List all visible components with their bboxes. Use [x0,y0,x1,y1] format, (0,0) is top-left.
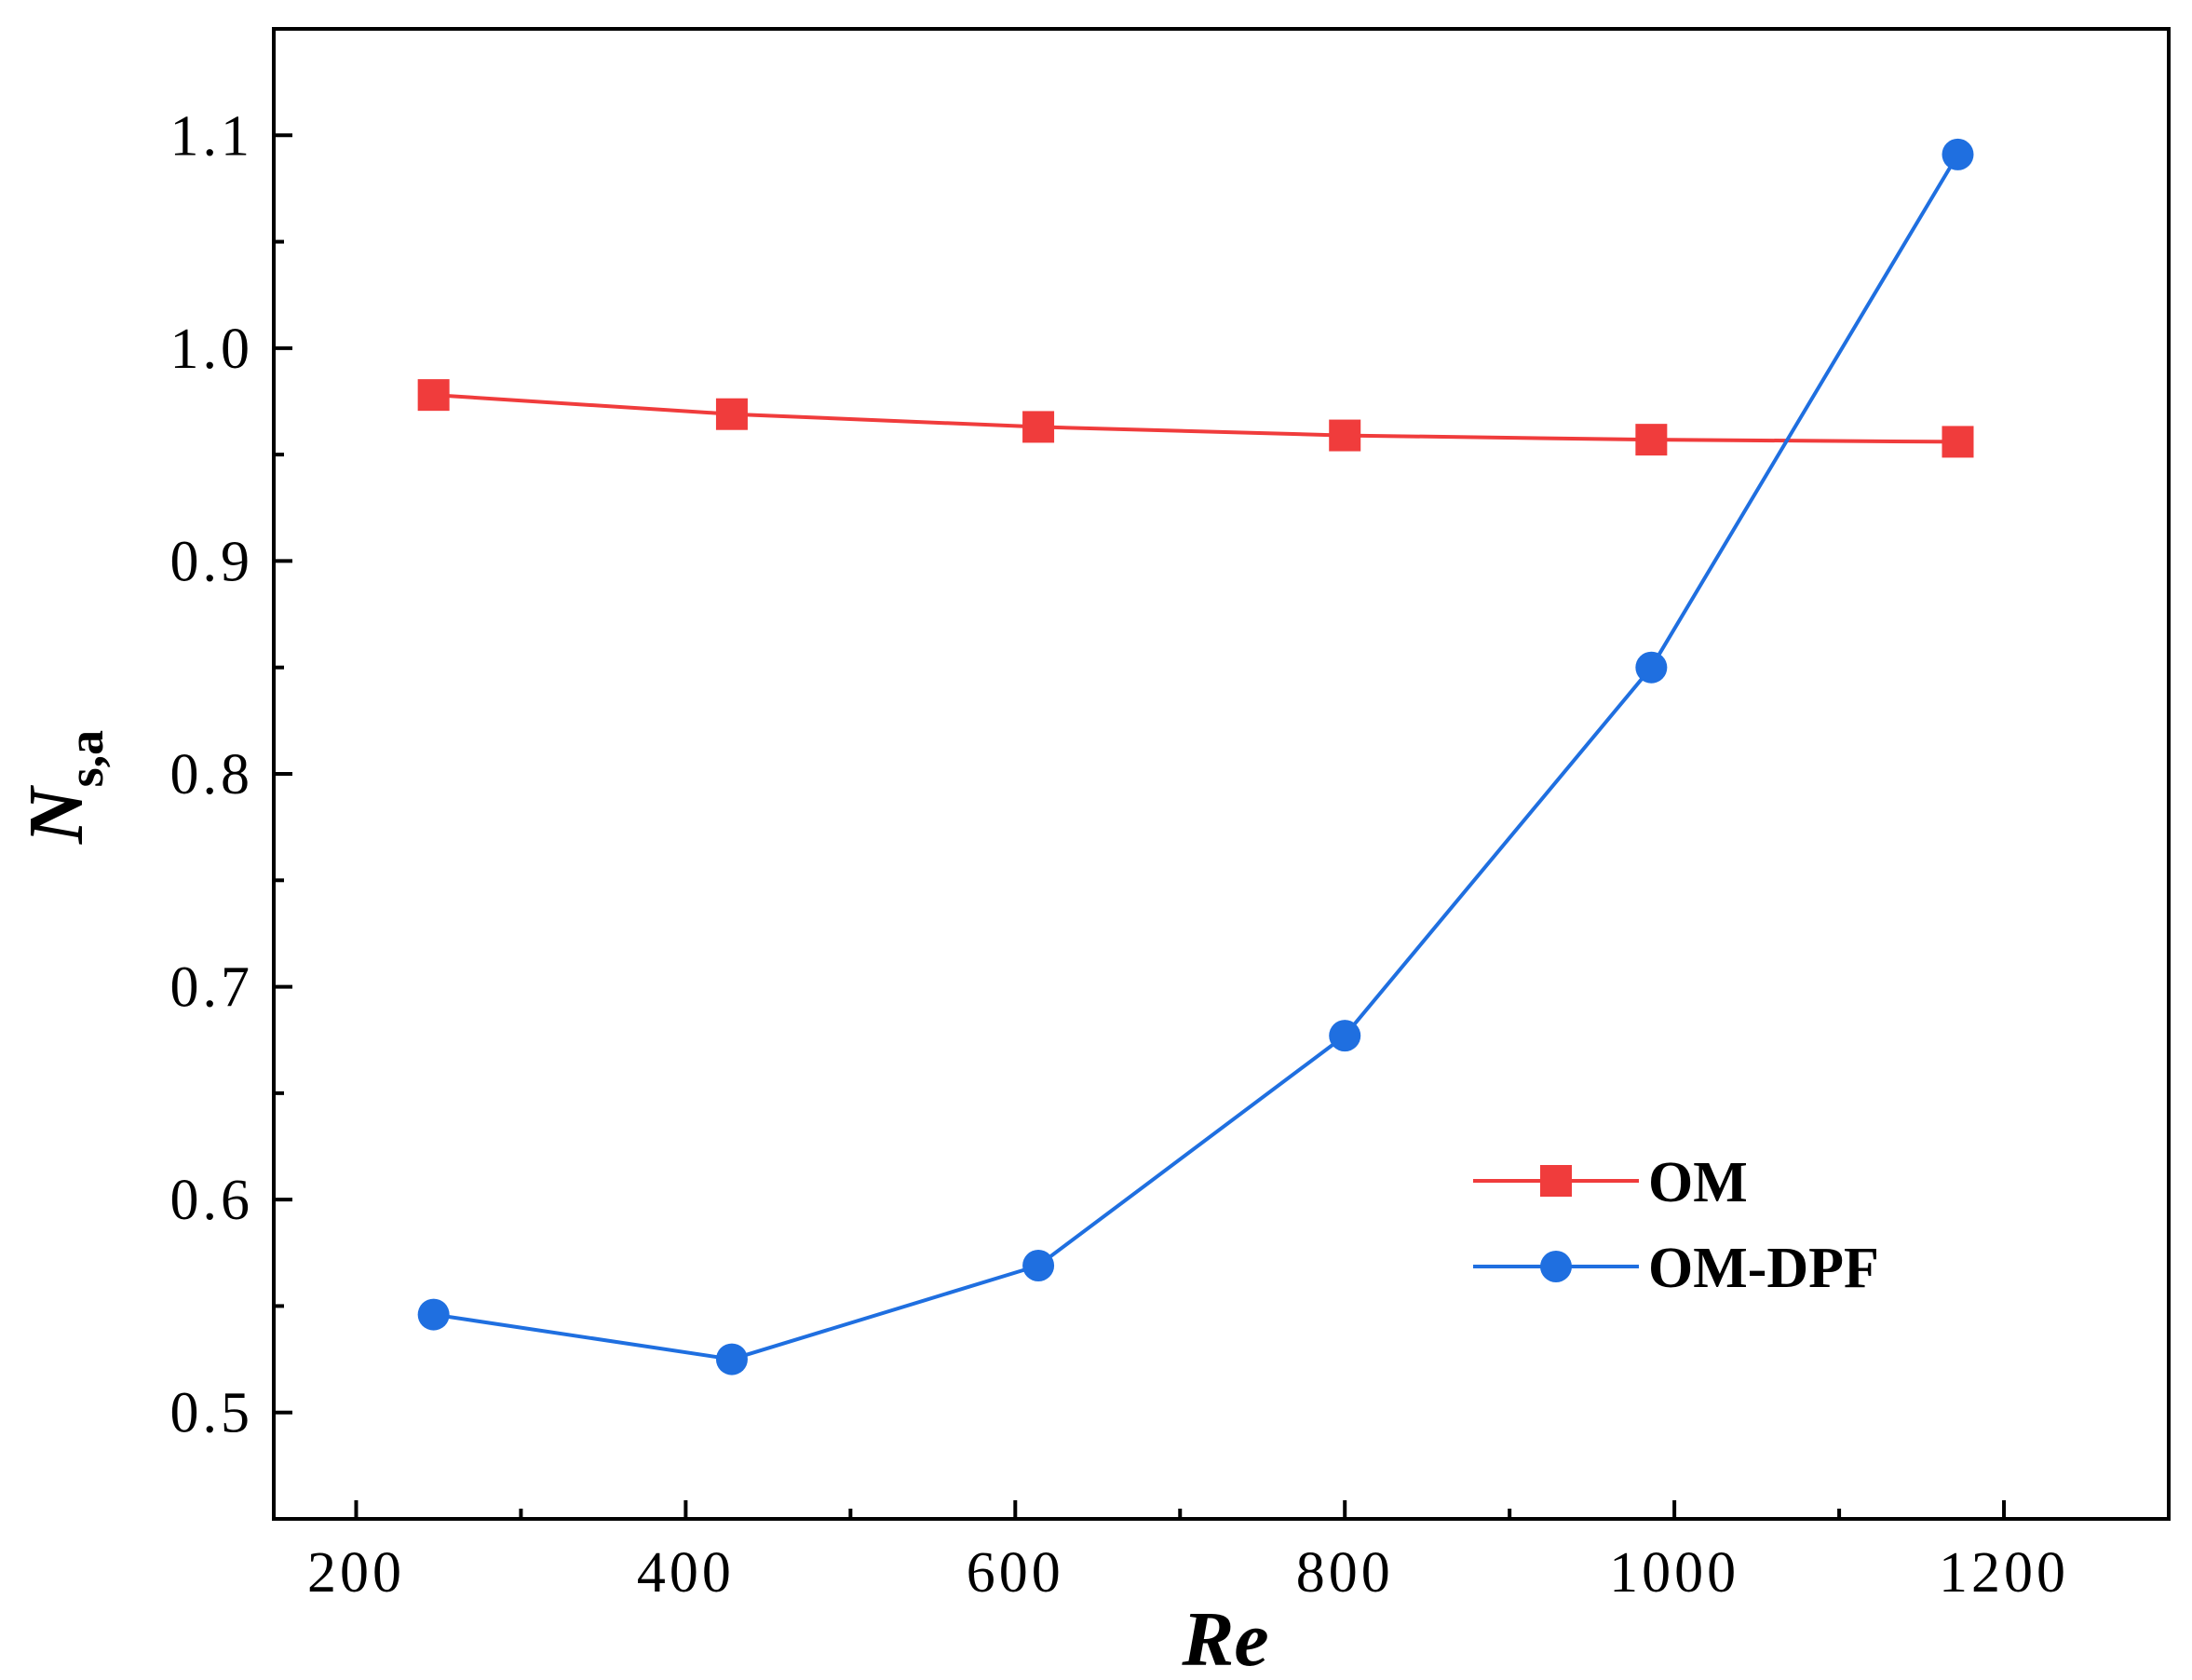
data-point-om [715,398,748,430]
y-axis-title-sub: s,a [58,730,114,788]
y-tick-label: 0.7 [170,956,254,1020]
data-point-om-dpf [1022,1250,1055,1281]
y-axis-ticks: 0.5 0.6 0.7 0.8 0.9 1.0 1.1 [170,104,292,1445]
plot-frame [272,27,2171,1521]
y-tick-label: 1.0 [170,318,254,381]
x-axis-ticks: 200 400 600 800 1000 1200 [307,1500,2069,1605]
data-point-om [1942,426,1974,458]
x-tick-label: 1200 [1939,1541,2069,1605]
data-point-om [1329,419,1361,452]
y-tick-label: 0.5 [170,1382,254,1445]
x-tick-label: 800 [1296,1541,1394,1605]
x-tick-label: 200 [307,1541,405,1605]
data-point-om [417,379,450,412]
data-point-om-dpf [1329,1020,1361,1052]
data-point-om-dpf [1942,138,1974,170]
data-point-om [1022,411,1055,443]
legend-om-dpf-label: OM-DPF [1648,1237,1879,1300]
data-point-om [1635,424,1668,456]
data-point-om-dpf [417,1298,450,1331]
y-tick-label: 0.6 [170,1169,254,1232]
x-axis-title: Re [1181,1596,1268,1680]
y-tick-label: 1.1 [170,104,254,168]
y-tick-label: 0.9 [170,530,254,593]
x-tick-label: 1000 [1609,1541,1739,1605]
data-point-om-dpf [715,1343,748,1375]
legend: OM OM-DPF [1473,1151,1879,1300]
series-line-0 [433,393,1958,444]
y-tick-label: 0.8 [170,743,254,806]
series-line-1 [433,153,1960,1362]
x-tick-label: 400 [637,1541,735,1605]
legend-om-label: OM [1648,1151,1748,1214]
series-layer [417,138,1974,1375]
y-axis-title: Ns,a [13,730,114,845]
y-axis-title-main: N [13,784,100,845]
data-point-om-dpf [1635,651,1668,684]
legend-om-marker [1540,1165,1572,1197]
x-tick-label: 600 [967,1541,1064,1605]
legend-om-dpf-marker [1540,1251,1572,1282]
